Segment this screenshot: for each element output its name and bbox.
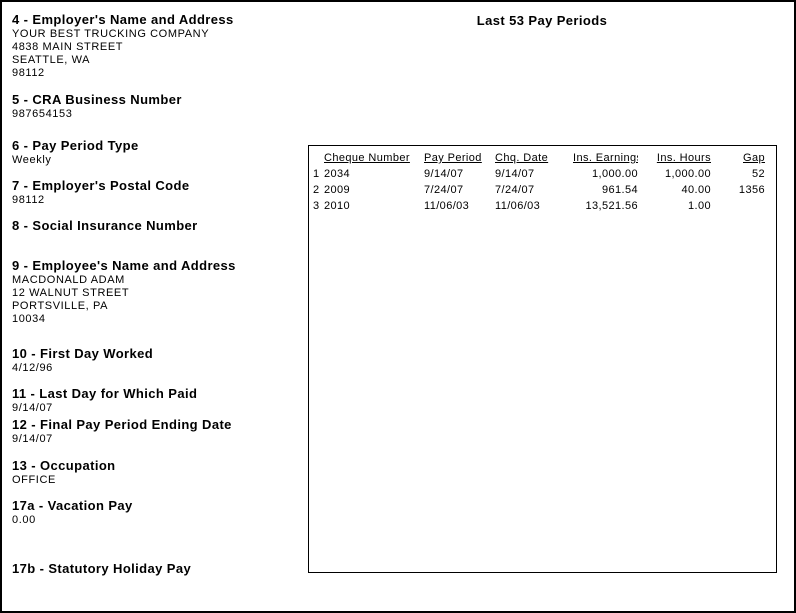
field-section: 6 - Pay Period Type Weekly (12, 138, 304, 167)
field-value-line: YOUR BEST TRUCKING COMPANY (12, 28, 210, 40)
table-cell: 13,521.56 (585, 200, 638, 212)
field-section: 7 - Employer's Postal Code 98112 (12, 178, 304, 207)
table-cell: 9/14/07 (495, 168, 535, 180)
table-cell: 1,000.00 (591, 168, 638, 180)
field-value-line: 9/14/07 (12, 433, 53, 445)
field-section: 9 - Employee's Name and Address MACDONAL… (12, 258, 304, 326)
pay-periods-table-box: Cheque Number Pay Period Chq. Date Ins. Ear… (308, 145, 777, 573)
column-header: Chq. Date (495, 152, 549, 164)
field-label: 12 - Final Pay Period Ending Date (12, 417, 232, 432)
field-value-line: OFFICE (12, 474, 56, 486)
field-section: 12 - Final Pay Period Ending Date 9/14/0… (12, 417, 304, 446)
field-label: 6 - Pay Period Type (12, 138, 139, 153)
column-header: Cheque Number (324, 152, 410, 164)
field-value-line: 98112 (12, 67, 45, 79)
field-value: 4/12/96 (12, 362, 304, 375)
field-label: 10 - First Day Worked (12, 346, 154, 361)
table-row: 2 2009 7/24/07 7/24/07 961.54 40.00 1356 (309, 182, 775, 198)
column-header: Ins. Hours (656, 152, 711, 164)
field-value-line: PORTSVILLE, PA (12, 300, 109, 312)
table-cell: 1 (313, 168, 320, 180)
field-label: 8 - Social Insurance Number (12, 218, 198, 233)
table-cell: 52 (751, 168, 765, 180)
field-section: 5 - CRA Business Number 987654153 (12, 92, 304, 121)
column-header: Ins. Earnings (573, 152, 638, 164)
field-label: 5 - CRA Business Number (12, 92, 182, 107)
table-cell: 11/06/03 (495, 200, 541, 212)
field-section: 17a - Vacation Pay 0.00 (12, 498, 304, 527)
field-value-line: 98112 (12, 194, 45, 206)
field-value-line: 4/12/96 (12, 362, 53, 374)
field-section: 11 - Last Day for Which Paid 9/14/07 (12, 386, 304, 415)
field-label: 17b - Statutory Holiday Pay (12, 561, 192, 576)
pay-periods-table: Cheque Number Pay Period Chq. Date Ins. Ear… (309, 148, 775, 214)
field-label: 7 - Employer's Postal Code (12, 178, 190, 193)
field-value-line: Weekly (12, 154, 52, 166)
field-value-line: 0.00 (12, 514, 36, 526)
field-section: 4 - Employer's Name and Address YOUR BES… (12, 12, 304, 80)
pay-periods-title: Last 53 Pay Periods (476, 13, 608, 28)
field-value: 0.00 (12, 514, 304, 527)
field-value-line: 12 WALNUT STREET (12, 287, 130, 299)
field-value-line: MACDONALD ADAM (12, 274, 125, 286)
table-cell: 1,000.00 (664, 168, 711, 180)
table-cell: 7/24/07 (424, 184, 464, 196)
table-cell: 2010 (324, 200, 351, 212)
field-value: 9/14/07 (12, 433, 304, 446)
field-label: 9 - Employee's Name and Address (12, 258, 236, 273)
table-cell: 961.54 (601, 184, 638, 196)
field-value: 987654153 (12, 108, 304, 121)
table-cell (711, 198, 775, 214)
table-row: 3 2010 11/06/03 11/06/03 13,521.56 1.00 (309, 198, 775, 214)
field-section: 13 - Occupation OFFICE (12, 458, 304, 487)
field-label: 11 - Last Day for Which Paid (12, 386, 198, 401)
field-section: 10 - First Day Worked 4/12/96 (12, 346, 304, 375)
field-section: 8 - Social Insurance Number (12, 218, 304, 234)
field-section: 17b - Statutory Holiday Pay (12, 561, 304, 577)
field-value-line: SEATTLE, WA (12, 54, 91, 66)
field-value-line: 987654153 (12, 108, 73, 120)
field-value: OFFICE (12, 474, 304, 487)
field-value: YOUR BEST TRUCKING COMPANY 4838 MAIN STRE… (12, 28, 304, 80)
field-value-line: 4838 MAIN STREET (12, 41, 124, 53)
table-cell: 40.00 (681, 184, 711, 196)
field-value: MACDONALD ADAM 12 WALNUT STREET PORTSVILLE… (12, 274, 304, 326)
table-cell: 3 (313, 200, 320, 212)
table-cell: 2034 (324, 168, 351, 180)
field-label: 17a - Vacation Pay (12, 498, 133, 513)
field-label: 4 - Employer's Name and Address (12, 12, 234, 27)
field-value-line: 9/14/07 (12, 402, 53, 414)
table-cell: 9/14/07 (424, 168, 464, 180)
table-cell: 1.00 (687, 200, 711, 212)
column-header: Pay Period (424, 152, 482, 164)
table-row: 1 2034 9/14/07 9/14/07 1,000.00 1,000.00 52 (309, 166, 775, 182)
table-cell: 2009 (324, 184, 351, 196)
column-header: Gap (743, 152, 765, 164)
row-number-header (309, 148, 324, 166)
field-value-line: 10034 (12, 313, 46, 325)
field-label: 13 - Occupation (12, 458, 116, 473)
table-cell: 11/06/03 (424, 200, 470, 212)
field-value: Weekly (12, 154, 304, 167)
field-value: 98112 (12, 194, 304, 207)
table-cell: 1356 (738, 184, 765, 196)
fields-column: 4 - Employer's Name and Address YOUR BES… (12, 2, 304, 611)
pay-periods-table-body: 1 2034 9/14/07 9/14/07 1,000.00 1,000.00 52 2 20… (309, 166, 775, 214)
table-cell: 2 (313, 184, 320, 196)
table-header-row: Cheque Number Pay Period Chq. Date Ins. Ear… (309, 148, 775, 166)
field-value: 9/14/07 (12, 402, 304, 415)
table-cell: 7/24/07 (495, 184, 535, 196)
